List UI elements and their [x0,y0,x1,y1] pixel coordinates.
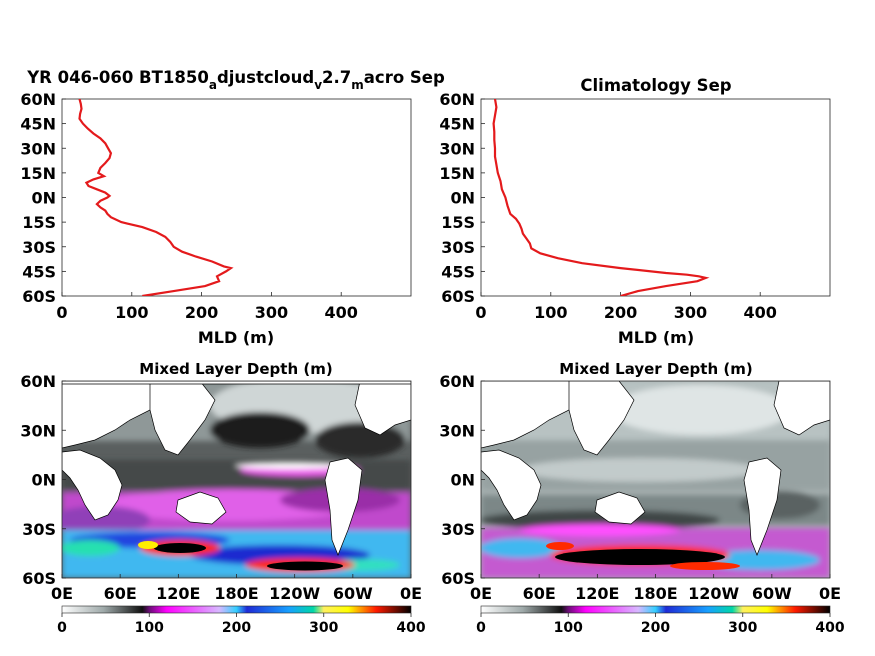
profile-climatology-xtick-label: 100 [534,303,567,322]
profile-climatology-ytick-label: 15N [439,164,475,183]
map-climatology-ytick-label: 0N [450,471,475,490]
profile-xlabel-climatology: MLD (m) [618,328,694,347]
map-climatology-cbtick-label: 100 [554,620,583,636]
profile-climatology-ytick-label: 60N [439,90,475,109]
map-model-ytick-label: 60N [20,372,56,391]
profile-ticks-climatology: 0 100 200 300 400 60N 45N 30N 15N 0N 15S 30S 45S 60S [439,90,777,322]
profile-climatology-ytick-label: 30N [439,139,475,158]
map-ticks-climatology: 0E 60E 120E 180E 120W 60W 0E 60N 30N 0N 30S 60S [439,372,841,603]
profile-model-ytick-label: 30N [20,139,56,158]
map-ticks-model: 0E 60E 120E 180E 120W 60W 0E 60N 30N 0N 30S 60S [20,372,422,603]
profile-model-ytick-label: 30S [22,238,56,257]
map-panel-model: Mixed Layer Depth (m) [20,360,426,636]
profile-model-ytick-label: 60S [22,287,56,306]
profile-model-xtick-label: 100 [115,303,148,322]
profile-panel-model: YR 046-060 BT1850adjustcloudv2.7macro Se… [20,68,445,347]
map-model-xtick-label: 120W [269,584,320,603]
profile-title-model: YR 046-060 BT1850adjustcloudv2.7macro Se… [26,68,445,92]
map-model-cbtick-label: 400 [396,620,425,636]
profile-model-xtick-label: 200 [185,303,218,322]
profile-climatology-ytick-label: 60S [441,287,475,306]
map-panel-climatology: Mixed Layer Depth (m) [439,360,845,636]
map-climatology-cbtick-label: 300 [728,620,757,636]
map-climatology-ytick-label: 30N [439,421,475,440]
map-climatology-ytick-label: 30S [441,520,475,539]
map-climatology-cbtick-label: 0 [476,620,486,636]
profile-model-ytick-label: 0N [31,189,56,208]
map-title-model: Mixed Layer Depth (m) [139,360,332,378]
map-climatology-xtick-label: 120W [688,584,739,603]
mld-field-climatology [481,381,830,578]
map-climatology-ytick-label: 60N [439,372,475,391]
map-climatology-cbtick-label: 200 [641,620,670,636]
profile-line-model [78,99,234,296]
profile-panel-climatology: Climatology Sep 0 100 200 300 400 60N 45N 30N 15… [439,76,831,347]
profile-climatology-ytick-label: 45N [439,115,475,134]
map-climatology-xtick-label: 60E [523,584,556,603]
profile-climatology-ytick-label: 30S [441,238,475,257]
profile-xlabel-model: MLD (m) [198,328,274,347]
profile-climatology-ytick-label: 45S [441,262,475,281]
map-model-xtick-label: 120E [156,584,200,603]
profile-climatology-xtick-label: 200 [604,303,637,322]
map-model-ytick-label: 60S [22,569,56,588]
map-climatology-cbtick-label: 400 [815,620,844,636]
map-climatology-xtick-label: 60W [752,584,792,603]
profile-climatology-xtick-label: 0 [475,303,486,322]
map-model-xtick-label: 180E [214,584,258,603]
profile-climatology-xtick-label: 400 [743,303,776,322]
map-climatology-xtick-label: 0E [470,584,492,603]
map-model-cbtick-label: 200 [222,620,251,636]
profile-model-ytick-label: 15S [22,213,56,232]
colorbar-model [61,605,412,614]
colorbar-ticks-climatology: 0 100 200 300 400 [476,613,845,636]
map-model-xtick-label: 60W [333,584,373,603]
profile-model-ytick-label: 15N [20,164,56,183]
map-climatology-xtick-label: 0E [819,584,841,603]
profile-climatology-xtick-label: 300 [674,303,707,322]
colorbar-climatology [480,605,831,614]
map-model-xtick-label: 0E [400,584,422,603]
map-model-cbtick-label: 100 [135,620,164,636]
colorbar-ticks-model: 0 100 200 300 400 [57,613,426,636]
profile-axes-box-climatology [480,98,831,297]
map-model-cbtick-label: 0 [57,620,67,636]
map-model-xtick-label: 60E [104,584,137,603]
map-model-ytick-label: 30N [20,421,56,440]
profile-axes-box-model [61,98,412,297]
map-model-xtick-label: 0E [51,584,73,603]
profile-model-xtick-label: 0 [56,303,67,322]
profile-line-climatology [492,99,710,296]
mld-field-model [62,381,411,578]
profile-model-ytick-label: 45S [22,262,56,281]
profile-climatology-ytick-label: 0N [450,189,475,208]
profile-ticks-model: 0 100 200 300 400 60N 45N 30N 15N 0N 15S 30S 45S 60S [20,90,358,322]
map-climatology-xtick-label: 180E [633,584,677,603]
map-climatology-xtick-label: 120E [575,584,619,603]
map-title-climatology: Mixed Layer Depth (m) [559,360,752,378]
profile-model-ytick-label: 45N [20,115,56,134]
map-model-ytick-label: 30S [22,520,56,539]
profile-climatology-ytick-label: 15S [441,213,475,232]
profile-model-xtick-label: 300 [255,303,288,322]
profile-model-xtick-label: 400 [324,303,357,322]
map-model-ytick-label: 0N [31,471,56,490]
profile-title-climatology: Climatology Sep [580,76,731,95]
map-model-cbtick-label: 300 [309,620,338,636]
map-climatology-ytick-label: 60S [441,569,475,588]
profile-model-ytick-label: 60N [20,90,56,109]
